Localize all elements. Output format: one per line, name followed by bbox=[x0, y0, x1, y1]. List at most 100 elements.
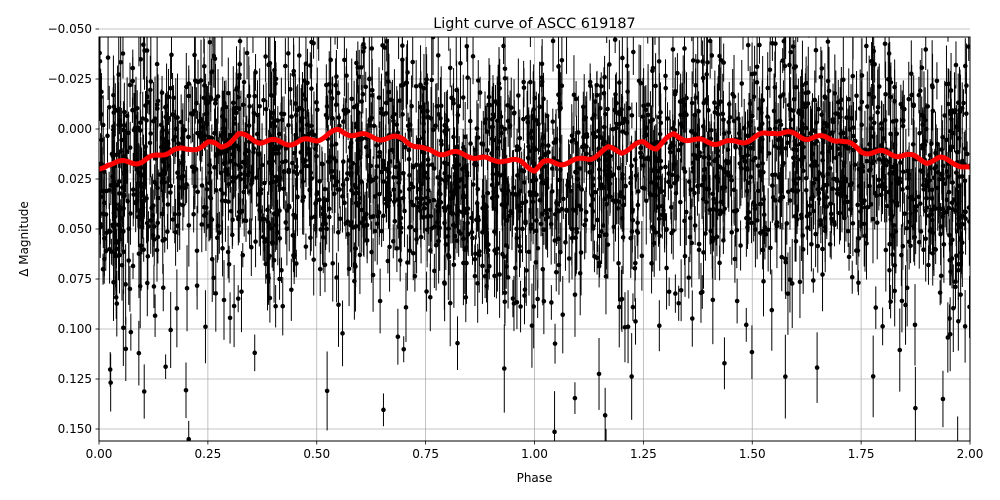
data-point bbox=[738, 146, 743, 152]
data-point bbox=[964, 83, 969, 88]
data-point bbox=[413, 83, 419, 89]
data-point bbox=[130, 107, 135, 113]
data-point bbox=[734, 227, 740, 233]
data-point bbox=[587, 79, 593, 85]
data-point bbox=[273, 81, 278, 86]
data-point bbox=[286, 167, 292, 173]
data-point bbox=[418, 202, 424, 207]
data-point bbox=[813, 231, 818, 237]
data-point bbox=[538, 175, 544, 180]
data-point bbox=[869, 125, 874, 131]
data-point bbox=[308, 235, 313, 241]
data-point bbox=[291, 212, 296, 218]
data-point bbox=[832, 222, 837, 228]
data-point bbox=[717, 211, 723, 217]
data-point bbox=[879, 121, 884, 126]
data-point bbox=[126, 226, 132, 232]
data-point bbox=[629, 113, 635, 118]
data-point bbox=[899, 252, 904, 258]
data-point bbox=[966, 44, 970, 49]
data-point bbox=[541, 227, 547, 233]
data-point bbox=[314, 192, 320, 197]
data-point bbox=[119, 137, 124, 143]
data-point bbox=[201, 95, 207, 101]
data-point bbox=[775, 137, 781, 143]
data-point bbox=[938, 224, 944, 229]
data-point bbox=[701, 155, 707, 160]
data-point bbox=[154, 61, 160, 67]
data-point bbox=[400, 57, 405, 63]
data-point bbox=[199, 222, 205, 227]
data-point bbox=[940, 134, 945, 140]
data-point bbox=[446, 204, 451, 209]
data-point bbox=[816, 106, 821, 112]
data-point bbox=[316, 20, 321, 25]
data-point bbox=[109, 249, 114, 255]
data-point bbox=[930, 230, 936, 236]
data-point bbox=[314, 107, 320, 113]
data-point bbox=[557, 177, 562, 183]
data-point bbox=[535, 296, 540, 302]
data-point bbox=[100, 188, 106, 194]
data-point bbox=[429, 162, 435, 167]
data-point bbox=[892, 288, 897, 294]
data-point bbox=[273, 210, 278, 216]
data-point bbox=[300, 107, 305, 113]
data-point bbox=[645, 102, 651, 108]
data-point bbox=[850, 73, 856, 79]
data-point bbox=[794, 147, 800, 153]
data-point bbox=[403, 80, 409, 86]
data-point bbox=[864, 104, 870, 109]
data-point bbox=[556, 262, 562, 268]
data-point bbox=[953, 279, 958, 284]
data-point bbox=[683, 209, 689, 215]
data-point bbox=[692, 223, 698, 228]
data-point bbox=[918, 229, 924, 234]
data-point bbox=[596, 371, 602, 377]
data-point bbox=[337, 216, 343, 222]
data-point bbox=[926, 262, 931, 268]
data-point bbox=[696, 108, 701, 114]
data-point bbox=[329, 174, 335, 180]
data-point bbox=[213, 188, 219, 193]
data-point bbox=[781, 38, 787, 44]
data-point bbox=[213, 291, 219, 296]
data-point bbox=[601, 138, 607, 144]
data-point bbox=[838, 106, 844, 111]
data-point bbox=[598, 83, 604, 89]
data-point bbox=[566, 179, 571, 185]
data-point bbox=[845, 199, 850, 205]
data-point bbox=[180, 128, 186, 134]
data-point bbox=[688, 129, 694, 134]
data-point bbox=[384, 39, 389, 44]
data-point bbox=[147, 87, 153, 93]
data-point bbox=[342, 57, 347, 63]
data-point bbox=[676, 300, 681, 306]
data-point bbox=[629, 374, 634, 379]
data-point bbox=[140, 116, 146, 121]
data-point bbox=[774, 221, 779, 227]
data-point bbox=[960, 158, 965, 164]
data-point bbox=[803, 80, 809, 86]
data-point bbox=[426, 198, 432, 204]
data-point bbox=[841, 174, 846, 180]
data-point bbox=[275, 118, 281, 123]
data-point bbox=[521, 79, 526, 85]
data-point bbox=[150, 203, 156, 208]
data-point bbox=[316, 32, 321, 37]
data-point bbox=[291, 68, 297, 74]
data-point bbox=[303, 158, 308, 163]
data-point bbox=[782, 63, 788, 69]
data-point bbox=[226, 90, 231, 96]
data-point bbox=[787, 198, 793, 203]
data-point bbox=[99, 112, 104, 117]
data-point bbox=[303, 97, 308, 102]
data-point bbox=[447, 300, 453, 306]
data-point bbox=[387, 244, 392, 250]
data-point bbox=[228, 208, 234, 214]
data-point bbox=[712, 110, 718, 115]
data-point bbox=[761, 279, 766, 284]
data-point bbox=[643, 107, 649, 113]
data-point bbox=[557, 107, 563, 112]
data-point bbox=[461, 260, 466, 266]
